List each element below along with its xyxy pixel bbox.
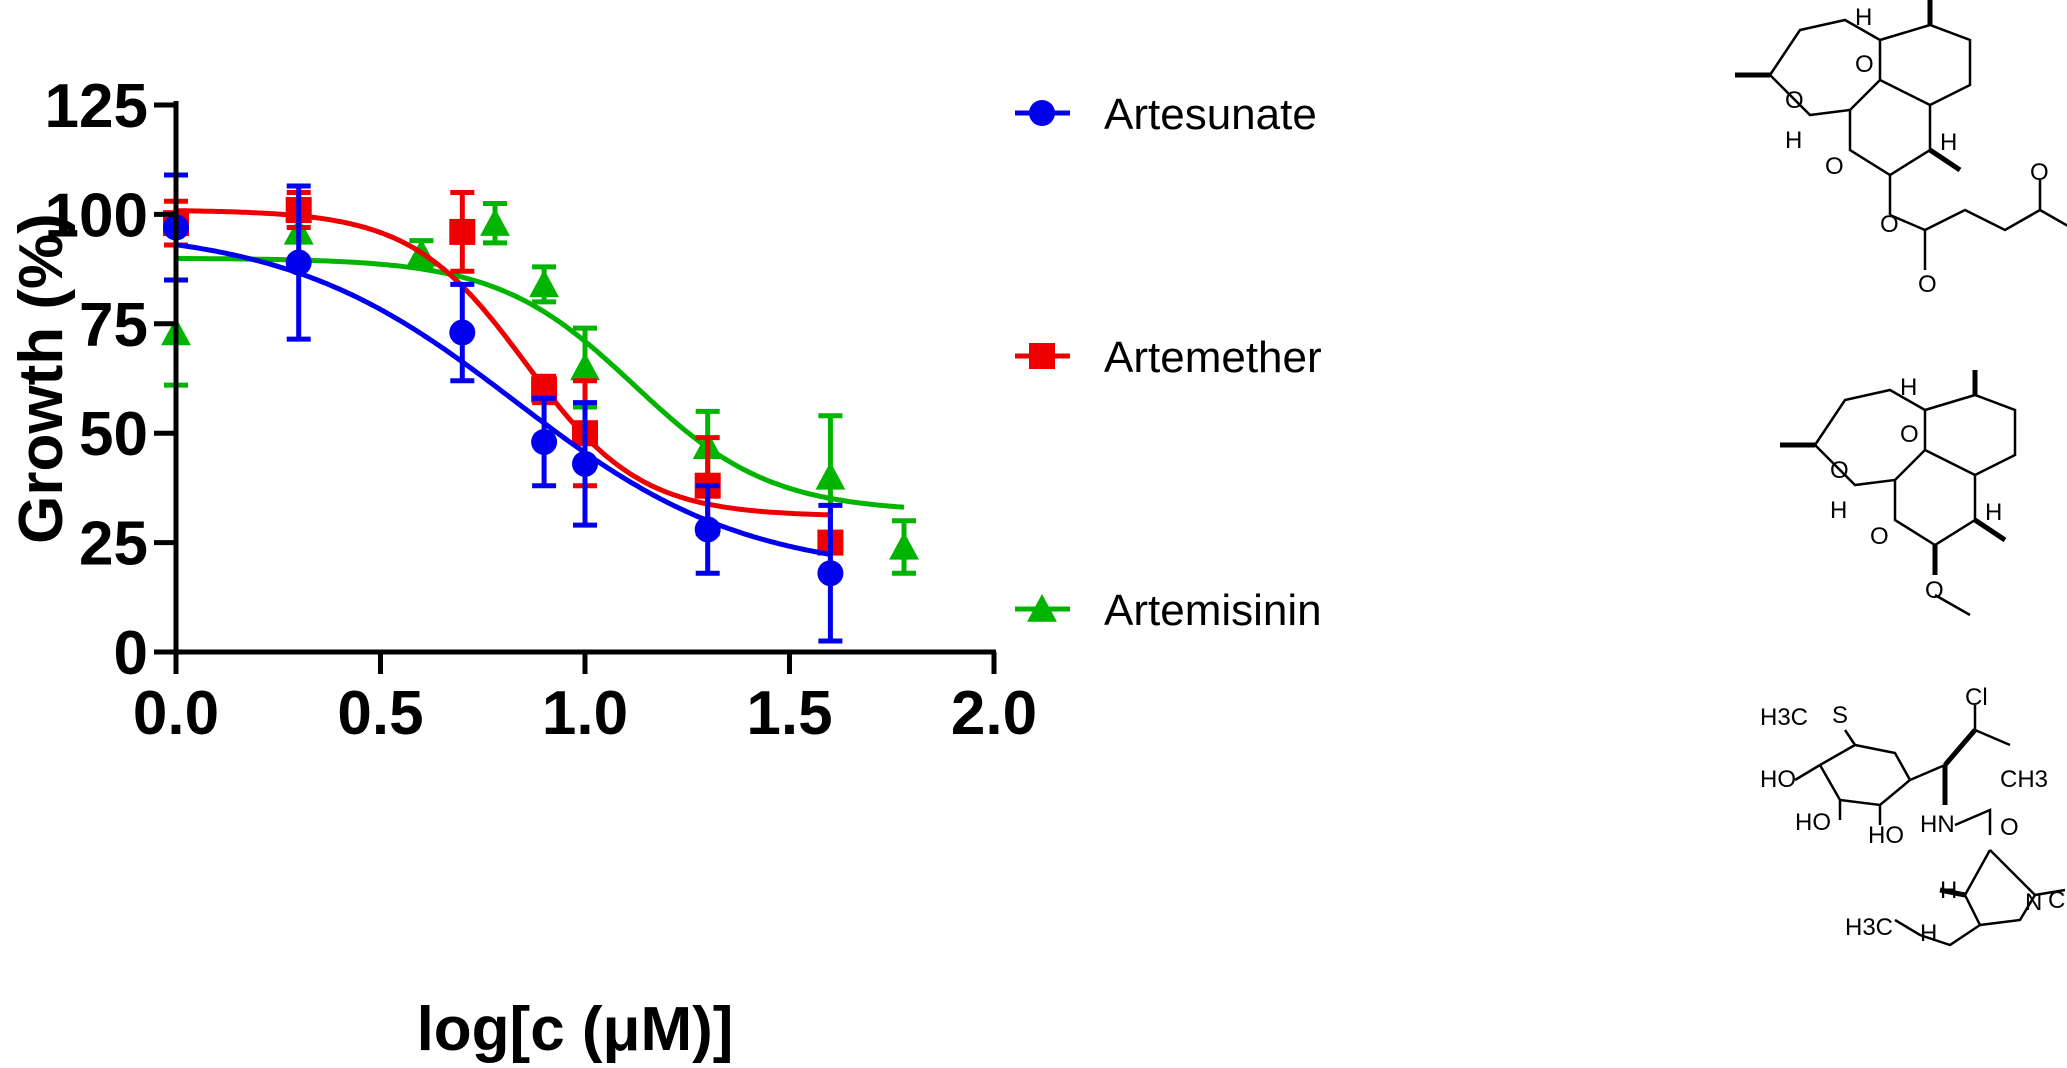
y-tick-label: 75	[79, 291, 148, 360]
data-point	[1027, 594, 1057, 622]
atom-label: H3C	[1760, 704, 1808, 731]
x-tick-label: 1.0	[542, 679, 628, 748]
x-axis-title: log[c (μM)]	[417, 995, 734, 1064]
ring-bond	[1768, 18, 1882, 117]
atom-label: HO	[1760, 766, 1796, 793]
series-artesunate	[163, 172, 844, 644]
data-point	[449, 319, 476, 346]
side-chain	[1889, 180, 2042, 232]
atom-label: O	[2000, 814, 2019, 841]
legend-label: Artemether	[1104, 333, 1322, 382]
atom-label: O	[1918, 271, 1937, 298]
atom-label: N	[2025, 889, 2042, 916]
data-point	[570, 352, 600, 381]
fit-curve	[175, 242, 831, 557]
legend: Artesunate Artemether Artemisinin	[1015, 90, 1322, 635]
artesunate-structure: O O O H H H O O O OH	[1735, 0, 2067, 298]
data-point	[572, 450, 598, 477]
atom-label: O	[1900, 421, 1919, 448]
bond	[1928, 147, 1962, 173]
bond	[1909, 763, 1946, 782]
legend-label: Artemisinin	[1104, 586, 1322, 635]
ring-bond	[1813, 388, 1927, 487]
series-artemether	[163, 190, 844, 556]
atom-label: HN	[1920, 811, 1955, 838]
chemical-structures: O O O H H H O O O OH O O O H H H	[1735, 0, 2067, 947]
data-point	[480, 208, 510, 236]
carbonyl-bond	[2039, 208, 2067, 227]
atom-label: CH3	[2048, 887, 2067, 914]
artemisinin-structure: H3C S Cl CH3 HO HO HO HN O H N CH3 H3C H	[1760, 684, 2067, 947]
atom-label: O	[2030, 159, 2049, 186]
atom-label: H3C	[1845, 914, 1893, 941]
y-tick-label: 0	[114, 619, 148, 688]
atom-label: O	[1825, 153, 1844, 180]
bond	[1939, 887, 1966, 898]
atom-label: Cl	[1965, 684, 1988, 711]
artemether-structure: O O O H H H O	[1780, 370, 2017, 617]
data-point	[1029, 343, 1055, 369]
axes: 0 25 50 75 100 125 0.0 0.5 1.0 1.5 2.0 log[c (μM)] G…	[7, 72, 1037, 1064]
x-tick-label: 1.5	[746, 679, 832, 748]
x-tick-label: 2.0	[951, 679, 1037, 748]
atom-label: O	[1925, 577, 1944, 604]
atom-label: O	[1880, 211, 1899, 238]
bond	[1794, 763, 1821, 782]
ring-bond	[1848, 105, 1932, 177]
ring-bond	[1879, 23, 1972, 107]
ring-bond	[1963, 849, 2037, 927]
fit-curve	[176, 208, 831, 518]
legend-item-artemisinin: Artemisinin	[1015, 586, 1322, 635]
y-tick-label: 25	[79, 510, 148, 579]
atom-label: H	[1940, 129, 1957, 156]
data-point	[694, 516, 721, 543]
x-tick-label: 0.0	[133, 679, 219, 748]
atom-label: H	[1900, 374, 1917, 401]
atom-label: O	[1855, 51, 1874, 78]
y-tick-label: 100	[45, 181, 148, 250]
atom-label: CH3	[2000, 766, 2048, 793]
bond	[2034, 888, 2066, 897]
y-tick-label: 125	[45, 72, 148, 141]
atom-label: HO	[1868, 822, 1904, 849]
chain-bond	[1954, 808, 1992, 835]
atom-label: H	[1855, 4, 1872, 31]
data-point	[285, 249, 312, 276]
ring-bond	[1893, 475, 1977, 547]
bond	[1943, 728, 1977, 767]
plot-area	[161, 172, 919, 644]
ring-bond	[1818, 743, 1912, 807]
data-point	[817, 560, 844, 587]
atom-label: H	[1785, 127, 1802, 154]
data-point	[1029, 100, 1055, 126]
bond	[1973, 517, 2007, 543]
bond	[1974, 728, 2011, 747]
bond	[1934, 593, 1971, 617]
data-point	[889, 532, 919, 560]
legend-label: Artesunate	[1104, 90, 1317, 139]
legend-item-artesunate: Artesunate	[1015, 90, 1317, 139]
data-point	[815, 462, 846, 490]
atom-label: O	[1830, 457, 1849, 484]
atom-label: H	[1940, 877, 1957, 904]
data-point	[531, 428, 558, 455]
atom-label: O	[1785, 87, 1804, 114]
chain-bond	[1894, 918, 1981, 947]
atom-label: H	[1920, 920, 1937, 947]
atom-label: H	[1985, 499, 2002, 526]
legend-item-artemether: Artemether	[1015, 333, 1322, 382]
atom-label: HO	[1795, 809, 1831, 836]
bond	[1843, 729, 1857, 746]
data-point	[529, 269, 560, 298]
atom-label: H	[1830, 497, 1847, 524]
x-tick-label: 0.5	[337, 679, 423, 748]
atom-label: O	[1870, 523, 1889, 550]
ring-bond	[1924, 393, 2017, 477]
y-axis-title: Growth (%)	[7, 213, 76, 544]
data-point	[449, 218, 476, 245]
atom-label: S	[1832, 702, 1848, 729]
y-tick-label: 50	[79, 400, 148, 469]
